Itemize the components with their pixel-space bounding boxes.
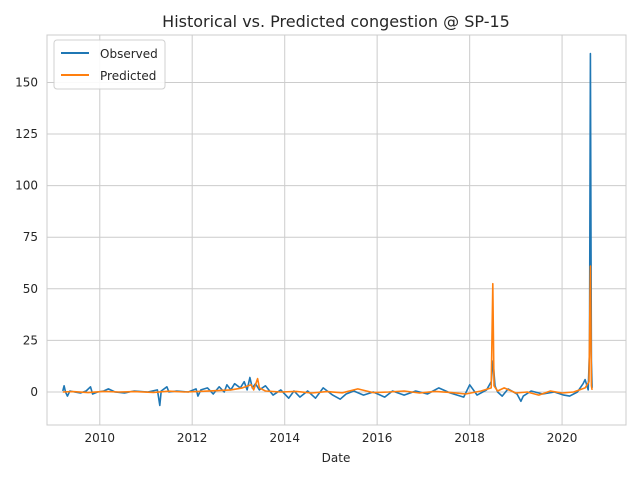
x-tick-label: 2020: [547, 431, 578, 445]
legend-label-observed: Observed: [100, 47, 158, 61]
x-tick-label: 2012: [177, 431, 208, 445]
x-tick-label: 2010: [85, 431, 116, 445]
x-tick-labels: 2010 2012 2014 2016 2018 2020: [85, 431, 578, 445]
chart-title: Historical vs. Predicted congestion @ SP…: [162, 12, 510, 31]
y-tick-label: 0: [30, 385, 38, 399]
y-tick-label: 25: [23, 333, 38, 347]
series-lines: [62, 52, 593, 407]
plot-area: [46, 34, 627, 426]
x-tick-label: 2016: [362, 431, 393, 445]
series-line-predicted: [62, 265, 593, 396]
y-tick-label: 100: [15, 179, 38, 193]
legend-label-predicted: Predicted: [100, 69, 156, 83]
legend: Observed Predicted: [53, 39, 166, 90]
x-tick-label: 2014: [269, 431, 300, 445]
grid: [47, 35, 626, 425]
y-tick-label: 50: [23, 282, 38, 296]
y-tick-label: 75: [23, 230, 38, 244]
y-tick-label: 150: [15, 75, 38, 89]
x-tick-label: 2018: [454, 431, 485, 445]
y-tick-label: 125: [15, 127, 38, 141]
y-tick-labels: 0 25 50 75 100 125 150: [15, 75, 38, 399]
x-axis-label: Date: [322, 451, 351, 465]
